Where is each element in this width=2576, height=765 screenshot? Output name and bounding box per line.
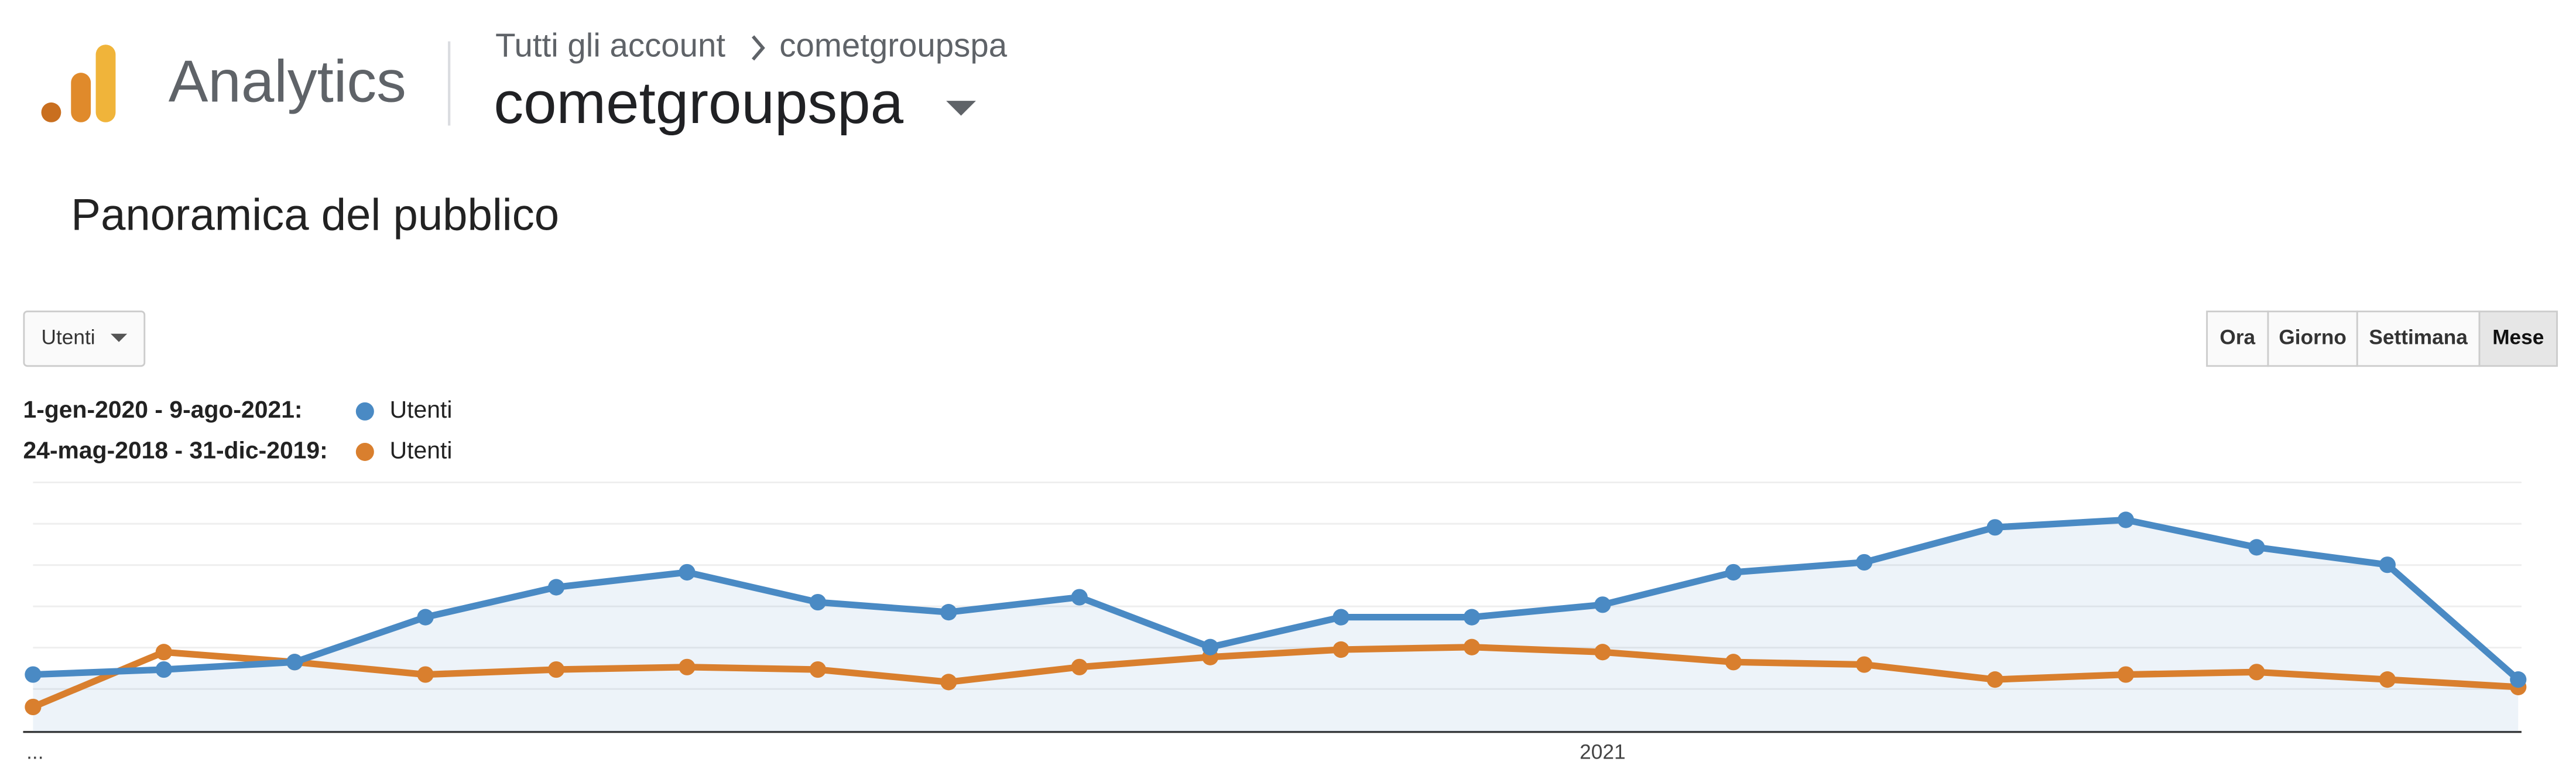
metric-label[interactable]: Utenti [42,326,95,349]
legend-swatch [355,442,374,461]
data-point [2117,511,2135,528]
legend-period: 24-mag-2018 - 31-dic-2019: [23,436,327,463]
legend-label: Utenti [390,396,453,423]
analytics-logo [41,45,116,122]
data-point [1463,609,1481,626]
data-point [1071,589,1088,606]
data-point [547,579,565,596]
data-point [2117,666,2135,683]
data-point [2379,556,2396,573]
granularity-button[interactable] [2267,310,2358,367]
legend-label: Utenti [390,436,453,463]
plot: ... 2021 [23,481,2527,764]
data-point [1986,519,2003,536]
breadcrumb-link[interactable]: Tutti gli account [495,27,725,64]
data-point [155,661,172,678]
data-point [1594,596,1611,613]
product-name: Analytics [169,48,406,115]
page-title: Panoramica del pubblico [71,190,559,240]
granularity-button[interactable] [2478,310,2558,367]
data-point [25,698,42,716]
data-point [679,658,696,675]
data-point [417,666,434,683]
data-point [809,593,826,611]
data-point [2510,671,2527,688]
x-tick-label: 2021 [1580,741,1625,764]
data-point [2379,671,2396,688]
property-selector[interactable]: cometgroupspa [494,69,903,136]
data-point [1332,641,1349,658]
granularity-buttons: Ora Giorno Settimana Mese [2206,310,2558,367]
metric-dropdown[interactable]: Utenti [23,310,146,367]
legend-period: 1-gen-2020 - 9-ago-2021: [23,396,302,423]
data-point [1071,658,1088,675]
data-point [1856,656,1873,673]
data-point [940,604,957,621]
data-point [155,644,172,661]
data-point [417,609,434,626]
data-point [1463,638,1481,655]
data-point [286,654,303,671]
data-point [1202,638,1219,655]
data-point [1594,644,1611,661]
series-line [32,644,2519,711]
legend: 1-gen-2020 - 9-ago-2021: Utenti 24-mag-201… [23,396,452,463]
data-point [809,661,826,678]
data-point [2248,664,2265,681]
data-point [940,674,957,691]
granularity-button[interactable] [2356,310,2481,367]
x-tick-label: ... [26,741,43,764]
granularity-button[interactable] [2206,310,2269,367]
data-point [1725,563,1742,581]
data-point [25,666,42,683]
data-point [1725,654,1742,671]
data-point [1986,671,2003,688]
granularity-label[interactable]: Settimana [2369,326,2468,349]
data-point [547,661,565,678]
granularity-label[interactable]: Mese [2492,326,2544,349]
dropdown-arrow[interactable] [946,101,976,116]
granularity-label[interactable]: Giorno [2279,326,2347,349]
data-point [679,563,696,581]
chevron [752,35,765,61]
breadcrumb-link[interactable]: cometgroupspa [779,27,1007,64]
legend-swatch [355,402,374,421]
data-point [1332,609,1349,626]
data-point [1856,554,1873,571]
data-point [2248,539,2265,556]
series-area [33,520,2519,732]
series-line [33,516,2521,682]
granularity-label[interactable]: Ora [2219,326,2255,349]
